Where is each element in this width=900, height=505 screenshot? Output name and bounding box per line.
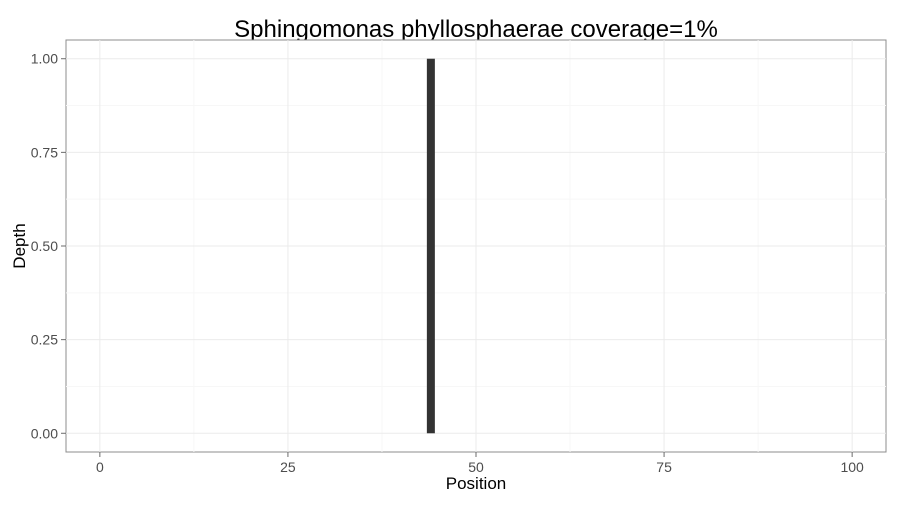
coverage-bar xyxy=(426,58,435,434)
x-tick-label: 0 xyxy=(96,459,104,475)
y-axis-label: Depth xyxy=(10,223,29,268)
x-tick-label: 75 xyxy=(656,459,672,475)
y-tick-label: 0.50 xyxy=(31,238,58,254)
grid-lines xyxy=(66,40,886,452)
y-tick-label: 1.00 xyxy=(31,51,58,67)
y-axis-ticks: 0.00 0.25 0.50 0.75 1.00 xyxy=(31,51,66,441)
x-tick-label: 50 xyxy=(468,459,484,475)
y-tick-label: 0.25 xyxy=(31,332,58,348)
bars xyxy=(426,58,435,434)
x-axis-label: Position xyxy=(446,474,506,493)
x-axis-ticks: 0 25 50 75 100 xyxy=(96,452,864,475)
y-tick-label: 0.00 xyxy=(31,425,58,441)
x-tick-label: 25 xyxy=(280,459,296,475)
x-tick-label: 100 xyxy=(840,459,864,475)
y-tick-label: 0.75 xyxy=(31,144,58,160)
chart-title: Sphingomonas phyllosphaerae coverage=1% xyxy=(234,16,718,43)
